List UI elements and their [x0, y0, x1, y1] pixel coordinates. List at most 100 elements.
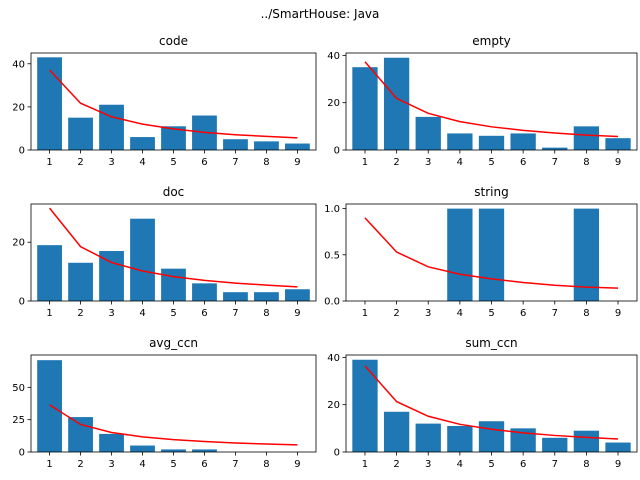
bar: [605, 138, 631, 150]
bar: [383, 57, 410, 151]
x-tick-label: 5: [488, 459, 494, 470]
bar: [415, 423, 441, 452]
x-tick-label: 8: [263, 459, 269, 470]
bar: [285, 289, 310, 301]
x-tick-label: 2: [77, 308, 83, 319]
x-tick-label: 8: [583, 308, 589, 319]
expected-line: [364, 365, 619, 440]
x-tick-label: 1: [362, 308, 368, 319]
bar: [478, 135, 505, 150]
x-tick-label: 9: [294, 308, 300, 319]
x-tick-label: 3: [425, 459, 431, 470]
x-tick-label: 8: [263, 308, 269, 319]
bar: [352, 67, 378, 150]
x-tick-label: 7: [232, 308, 238, 319]
x-tick-label: 5: [488, 308, 494, 319]
y-tick-label: 1.0: [324, 204, 340, 215]
x-tick-label: 3: [425, 308, 431, 319]
y-tick-label: 20: [12, 102, 25, 113]
x-tick-label: 2: [77, 459, 83, 470]
bar: [542, 147, 568, 150]
bar: [68, 417, 93, 452]
x-tick-label: 1: [46, 459, 52, 470]
x-tick-label: 2: [77, 157, 83, 168]
bar: [37, 57, 62, 150]
y-tick-label: 0: [19, 448, 25, 459]
x-tick-label: 9: [615, 459, 621, 470]
x-tick-label: 5: [170, 157, 176, 168]
subplot-sum_ccn: sum_ccn 1 2 3 4 5 6 7 8 9 0 20 40: [327, 336, 638, 470]
y-tick-label: 20: [327, 400, 340, 411]
x-tick-label: 9: [294, 459, 300, 470]
bar: [192, 449, 217, 452]
x-tick-label: 8: [583, 459, 589, 470]
bar: [68, 117, 93, 150]
y-tick-label: 40: [12, 59, 25, 70]
bar: [415, 116, 441, 150]
x-tick-label: 4: [139, 459, 145, 470]
x-tick-label: 6: [520, 308, 526, 319]
x-tick-label: 7: [552, 308, 558, 319]
y-tick-label: 20: [12, 238, 25, 249]
y-tick-label: 40: [327, 353, 340, 364]
bar: [447, 133, 473, 150]
bar: [161, 126, 186, 150]
x-tick-label: 1: [46, 157, 52, 168]
x-tick-label: 9: [615, 308, 621, 319]
y-tick-label: 0: [19, 146, 25, 157]
x-tick-label: 2: [393, 308, 399, 319]
subplot-string: string 1 2 3 4 5 6 7 8 9 0.0 0.5 1.0: [324, 185, 638, 319]
bar: [510, 133, 536, 150]
subplot-title: string: [474, 185, 508, 199]
subplot-title: avg_ccn: [149, 336, 198, 350]
figure-supertitle: ../SmartHouse: Java: [261, 7, 380, 21]
bar: [254, 292, 279, 301]
bar: [447, 208, 473, 301]
expected-line: [364, 217, 619, 289]
bar: [130, 137, 155, 150]
x-tick-label: 4: [457, 157, 463, 168]
x-tick-label: 6: [201, 157, 207, 168]
x-tick-label: 2: [393, 459, 399, 470]
bar: [37, 245, 62, 301]
x-tick-label: 4: [139, 308, 145, 319]
subplot-empty: empty 1 2 3 4 5 6 7 8 9 0 20 40: [327, 34, 638, 168]
bar: [161, 268, 186, 301]
x-tick-label: 4: [139, 157, 145, 168]
expected-line: [364, 61, 619, 138]
expected-line: [49, 207, 298, 288]
y-tick-label: 0.0: [324, 297, 340, 308]
x-tick-label: 6: [520, 459, 526, 470]
bar: [383, 411, 410, 452]
bar: [573, 430, 600, 452]
bar: [352, 359, 378, 452]
y-tick-label: 40: [327, 51, 340, 62]
bar: [447, 425, 473, 452]
y-tick-label: 0.5: [324, 250, 340, 261]
bar: [192, 283, 217, 301]
x-tick-label: 3: [108, 308, 114, 319]
x-tick-label: 1: [362, 459, 368, 470]
x-tick-label: 3: [108, 157, 114, 168]
bar: [542, 437, 568, 452]
y-tick-label: 0: [334, 146, 340, 157]
x-tick-label: 7: [552, 157, 558, 168]
subplot-title: sum_ccn: [465, 336, 517, 350]
bar: [573, 208, 600, 301]
x-tick-label: 3: [425, 157, 431, 168]
subplot-doc: doc 1 2 3 4 5 6 7 8 9 0 20: [12, 185, 317, 319]
y-tick-label: 0: [334, 448, 340, 459]
x-tick-label: 3: [108, 459, 114, 470]
x-tick-label: 6: [201, 308, 207, 319]
y-tick-label: 20: [327, 98, 340, 109]
bar: [285, 143, 310, 150]
subplot-avg_ccn: avg_ccn 1 2 3 4 5 6 7 8 9 0 25 50: [12, 336, 317, 470]
y-tick-label: 0: [19, 297, 25, 308]
x-tick-label: 5: [170, 308, 176, 319]
y-tick-label: 50: [12, 383, 25, 394]
bar: [130, 445, 155, 452]
x-tick-label: 8: [263, 157, 269, 168]
x-tick-label: 9: [294, 157, 300, 168]
